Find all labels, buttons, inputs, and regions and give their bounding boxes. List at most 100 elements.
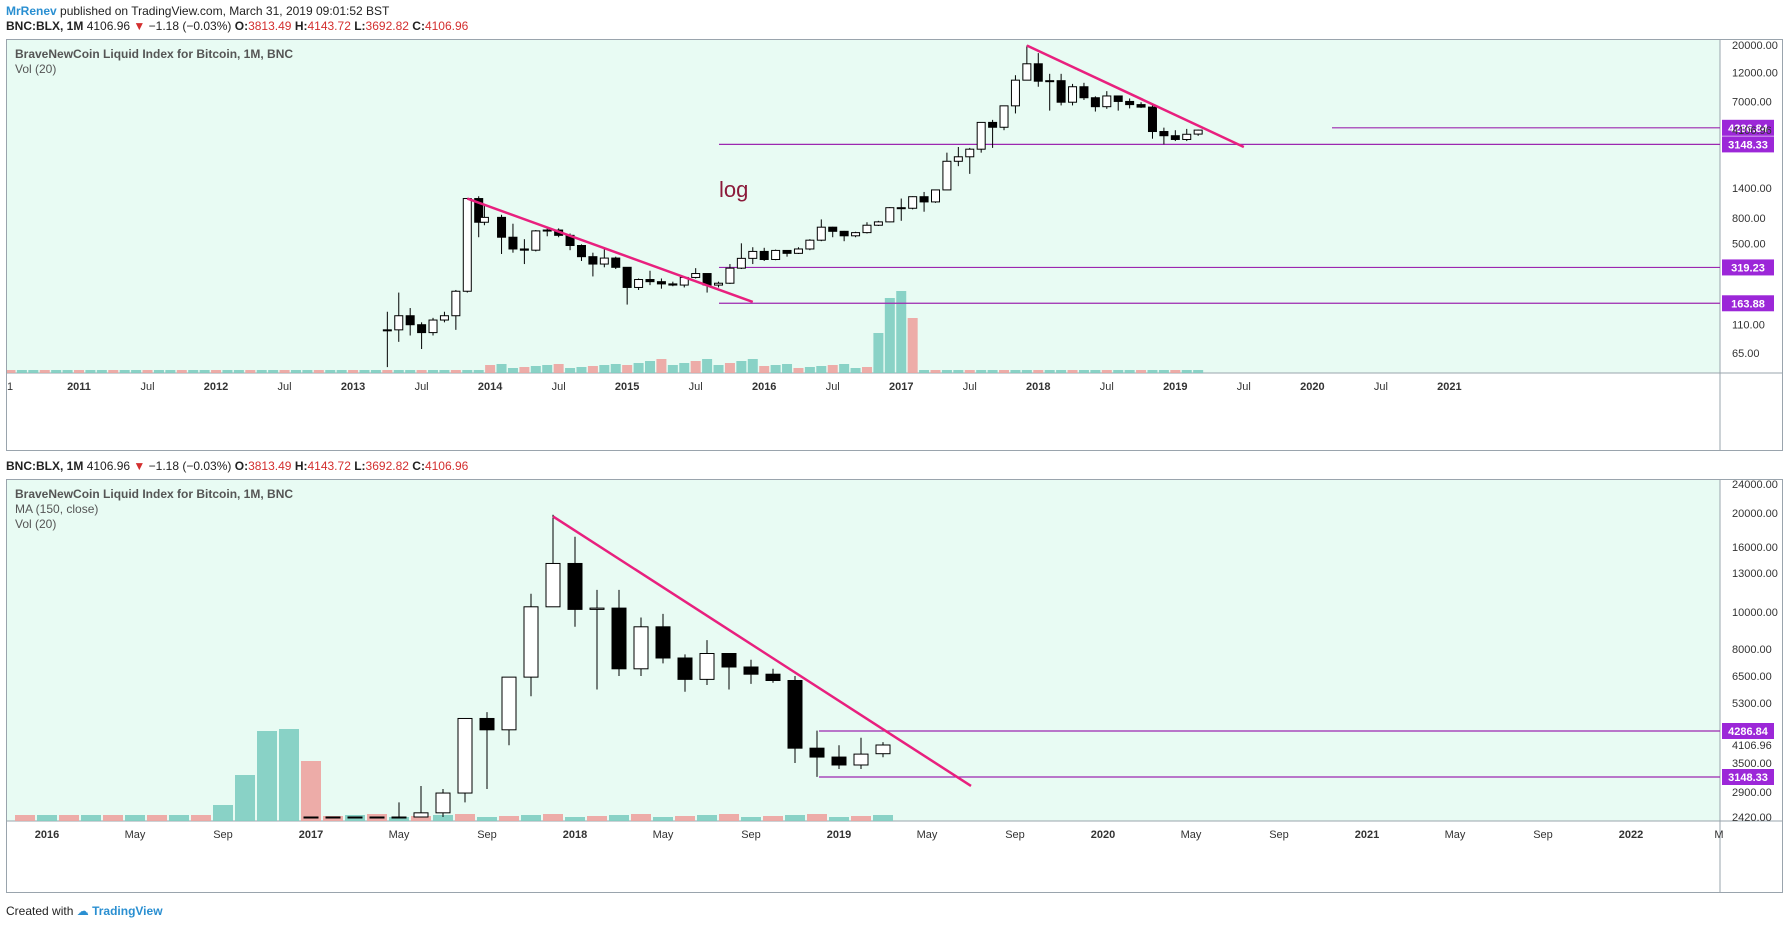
- candle-body: [839, 230, 849, 237]
- volume-bar: [348, 370, 359, 373]
- price-label-bg: [1722, 136, 1774, 153]
- volume-bar: [301, 761, 321, 821]
- author-link[interactable]: MrRenev: [6, 4, 57, 18]
- volume-bar: [74, 370, 84, 373]
- candle-body: [545, 562, 561, 608]
- y-tick-label: 500.00: [1732, 238, 1766, 250]
- y-tick-label: 800.00: [1732, 213, 1766, 225]
- candle-body: [611, 257, 621, 268]
- volume-bar: [987, 370, 998, 373]
- volume-bar: [896, 291, 907, 373]
- candle-body: [976, 121, 986, 150]
- y-tick-label: 20000.00: [1732, 508, 1778, 520]
- volume-bar: [759, 366, 770, 373]
- x-tick-label: May: [917, 829, 938, 841]
- created-with-label: Created with: [6, 904, 74, 918]
- candle-body: [782, 249, 792, 254]
- x-tick-label: 2016: [35, 829, 59, 841]
- volume-bar: [147, 815, 167, 821]
- candle-body: [721, 653, 737, 668]
- volume-bar: [507, 368, 518, 373]
- volume-bar: [999, 370, 1010, 373]
- volume-bar: [675, 816, 695, 821]
- candle-body: [999, 105, 1009, 128]
- volume-bar: [1193, 370, 1204, 373]
- price-label: 4286.84: [1728, 123, 1769, 135]
- candle-body: [668, 283, 678, 286]
- chart-pane-top[interactable]: BraveNewCoin Liquid Index for Bitcoin, 1…: [5, 39, 1783, 451]
- x-tick-label: 2012: [204, 381, 228, 393]
- volume-bar: [565, 368, 576, 373]
- candle-body: [677, 657, 693, 680]
- candle-body: [1125, 100, 1135, 106]
- x-tick-label: Jul: [552, 381, 566, 393]
- x-tick-label: 1: [7, 381, 13, 393]
- chart-top-svg[interactable]: BraveNewCoin Liquid Index for Bitcoin, 1…: [5, 40, 1782, 450]
- candle-body: [953, 156, 963, 162]
- candle-body: [1010, 79, 1020, 107]
- x-tick-label: 2014: [478, 381, 503, 393]
- candle-body: [736, 257, 746, 269]
- volume-bar: [15, 815, 35, 821]
- log-annotation: log: [719, 177, 748, 202]
- candle-body: [633, 626, 649, 670]
- x-tick-label: 2020: [1091, 829, 1115, 841]
- x-tick-label: 2017: [889, 381, 913, 393]
- volume-bar: [873, 333, 884, 373]
- candle-body: [457, 717, 473, 794]
- candle-body: [413, 812, 429, 818]
- volume-bar: [59, 815, 79, 821]
- price-label: 163.88: [1731, 298, 1765, 310]
- candle-body: [1113, 95, 1123, 102]
- volume-bar: [1124, 370, 1135, 373]
- candle-body: [474, 198, 484, 223]
- volume-bar: [622, 365, 633, 373]
- volume-bar: [1056, 370, 1067, 373]
- candle-body: [1170, 135, 1180, 140]
- candle-body: [405, 315, 415, 326]
- quote-line-top: BNC:BLX, 1M 4106.96 ▼ −1.18 (−0.03%) O:3…: [6, 19, 468, 33]
- volume-bar: [428, 370, 439, 373]
- candle-body: [853, 753, 869, 766]
- volume-bar: [233, 370, 244, 373]
- volume-bar: [816, 366, 827, 373]
- high-value: 4143.72: [307, 19, 351, 33]
- candle-body: [622, 266, 632, 288]
- volume-bar: [1113, 370, 1124, 373]
- volume-bar: [165, 370, 176, 373]
- volume-bar: [455, 814, 475, 821]
- candle-body: [303, 816, 319, 819]
- volume-bar: [645, 361, 655, 373]
- plot-background: [7, 40, 1720, 373]
- candle-body: [439, 315, 449, 321]
- candle-body: [908, 196, 918, 209]
- volume-bar: [964, 370, 975, 373]
- y-tick-label: 2420.00: [1732, 812, 1772, 824]
- volume-bar: [131, 370, 142, 373]
- candle-body: [787, 680, 803, 749]
- candle-body: [645, 279, 655, 283]
- candle-body: [873, 221, 883, 226]
- study-label: MA (150, close): [15, 502, 98, 516]
- study-label: Vol (20): [15, 517, 56, 531]
- candle-body: [479, 717, 495, 731]
- chart-bottom-svg[interactable]: BraveNewCoin Liquid Index for Bitcoin, 1…: [7, 479, 1782, 892]
- volume-bar: [485, 365, 496, 373]
- volume-bar: [690, 361, 701, 373]
- chart-pane-bottom[interactable]: BraveNewCoin Liquid Index for Bitcoin, 1…: [6, 479, 1783, 893]
- candle-body: [725, 267, 735, 284]
- x-tick-label: Jul: [1237, 381, 1251, 393]
- volume-bar: [785, 815, 805, 821]
- volume-bar: [176, 370, 187, 373]
- candle-body: [1045, 80, 1055, 83]
- candle-body: [793, 248, 803, 254]
- candle-body: [576, 245, 586, 258]
- down-arrow-icon: ▼: [133, 459, 146, 473]
- candle-body: [851, 232, 861, 237]
- symbol-label: BNC:BLX, 1M: [6, 19, 84, 33]
- volume-bar: [389, 817, 409, 821]
- tradingview-brand[interactable]: TradingView: [92, 904, 163, 918]
- candle-body: [1159, 131, 1169, 137]
- candle-body: [519, 248, 529, 251]
- volume-bar: [169, 815, 189, 821]
